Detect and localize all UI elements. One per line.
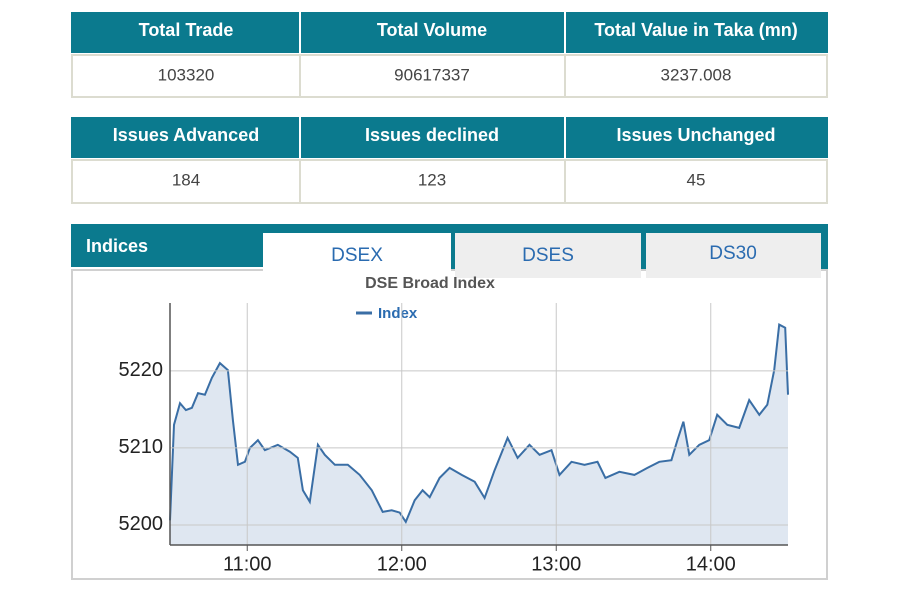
x-tick-label: 14:00 — [686, 553, 736, 575]
cell: 184 — [172, 170, 200, 189]
table-row — [71, 159, 828, 204]
table-row — [71, 54, 828, 98]
chart-title: DSE Broad Index — [365, 275, 495, 292]
x-tick-label: 11:00 — [223, 553, 272, 575]
y-tick-label: 5200 — [119, 513, 164, 535]
area — [170, 324, 788, 545]
cell: 103320 — [158, 65, 215, 84]
cell: 3237.008 — [661, 65, 732, 84]
y-tick-label: 5210 — [119, 436, 164, 458]
header-cell: Issues Advanced — [113, 125, 259, 145]
tab[interactable] — [455, 233, 641, 278]
cell: 45 — [687, 170, 706, 189]
header-cell: Issues Unchanged — [616, 125, 775, 145]
table-header — [71, 117, 828, 158]
tab-label[interactable]: DS30 — [709, 243, 757, 264]
tab[interactable] — [646, 233, 821, 278]
tab-active[interactable] — [263, 233, 451, 283]
header-cell: Total Value in Taka (mn) — [594, 20, 797, 40]
legend-label: Index — [378, 305, 418, 322]
header-cell: Total Volume — [377, 20, 487, 40]
cell: 90617337 — [394, 65, 470, 84]
table-header — [71, 12, 828, 53]
tab-label[interactable]: DSES — [522, 245, 574, 266]
tab-label[interactable]: DSEX — [331, 245, 383, 266]
header-cell: Issues declined — [365, 125, 499, 145]
plot: Index 5200 5210 5220 11:00 12:00 13:00 14:00 — [119, 303, 789, 575]
line — [169, 323, 789, 525]
y-tick-label: 5220 — [119, 359, 164, 381]
header-cell: Total Trade — [139, 20, 234, 40]
cell: 123 — [418, 170, 446, 189]
x-tick-label: 13:00 — [531, 553, 581, 575]
panel-title: Indices — [86, 236, 148, 256]
x-tick-label: 12:00 — [377, 553, 427, 575]
